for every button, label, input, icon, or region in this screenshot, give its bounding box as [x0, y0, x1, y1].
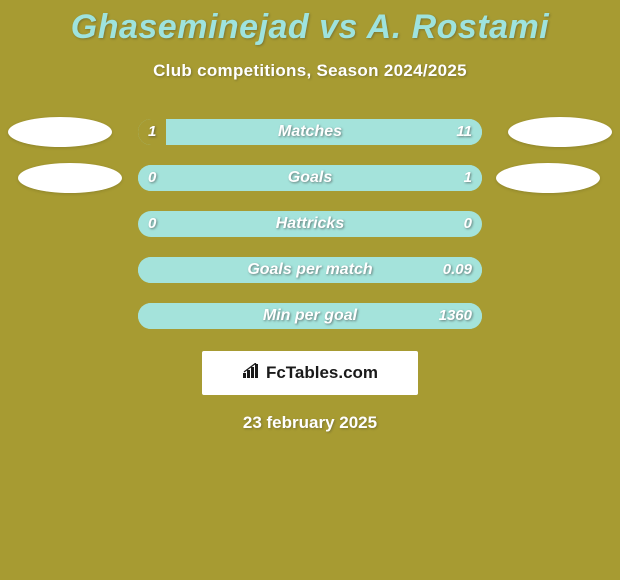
avatar-player2 [496, 163, 600, 193]
stat-row: Goals per match0.09 [0, 257, 620, 283]
stat-value-player2: 11 [456, 119, 472, 145]
stats-bars: Matches111Goals01Hattricks00Goals per ma… [0, 119, 620, 329]
avatar-player2 [508, 117, 612, 147]
logo: FcTables.com [242, 363, 378, 384]
stat-bar [138, 303, 482, 329]
stat-bar [138, 257, 482, 283]
stat-bar-player2 [138, 303, 482, 329]
avatar-player1 [8, 117, 112, 147]
stat-bar-player2 [138, 165, 482, 191]
stat-bar [138, 119, 482, 145]
date-label: 23 february 2025 [0, 413, 620, 433]
stat-value-player1: 0 [148, 211, 156, 237]
stat-value-player2: 1360 [439, 303, 472, 329]
stat-row: Hattricks00 [0, 211, 620, 237]
logo-box: FcTables.com [202, 351, 418, 395]
stat-bar-player2 [138, 257, 482, 283]
stat-bar [138, 211, 482, 237]
stat-row: Min per goal1360 [0, 303, 620, 329]
page-title: Ghaseminejad vs A. Rostami [0, 0, 620, 47]
stat-value-player2: 0.09 [443, 257, 472, 283]
barchart-icon [242, 363, 262, 384]
stat-value-player1: 0 [148, 165, 156, 191]
stat-bar-player2 [166, 119, 482, 145]
stat-value-player1: 1 [148, 119, 156, 145]
avatar-player1 [18, 163, 122, 193]
stat-value-player2: 1 [464, 165, 472, 191]
stat-row: Goals01 [0, 165, 620, 191]
stat-row: Matches111 [0, 119, 620, 145]
stat-value-player2: 0 [464, 211, 472, 237]
comparison-infographic: Ghaseminejad vs A. Rostami Club competit… [0, 0, 620, 580]
stat-bar [138, 165, 482, 191]
logo-text: FcTables.com [266, 363, 378, 383]
subtitle: Club competitions, Season 2024/2025 [0, 61, 620, 81]
